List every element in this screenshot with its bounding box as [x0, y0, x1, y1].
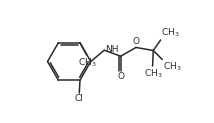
Text: CH$_3$: CH$_3$	[163, 60, 181, 73]
Text: NH: NH	[105, 45, 118, 54]
Text: O: O	[132, 37, 139, 46]
Text: O: O	[117, 72, 125, 81]
Text: CH$_3$: CH$_3$	[78, 56, 96, 69]
Text: CH$_3$: CH$_3$	[144, 67, 162, 80]
Text: Cl: Cl	[75, 94, 84, 103]
Text: CH$_3$: CH$_3$	[161, 27, 180, 39]
